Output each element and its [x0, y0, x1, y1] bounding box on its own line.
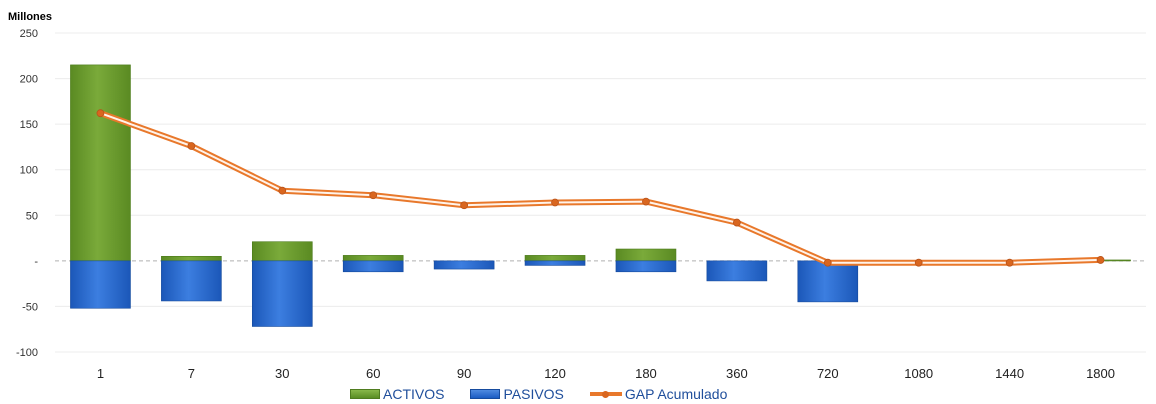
y-tick-label: -50 — [22, 301, 38, 313]
x-tick-label: 1800 — [1086, 366, 1115, 381]
line-layer — [96, 109, 1105, 267]
bar-pasivos — [433, 260, 495, 270]
x-tick-label: 1080 — [904, 366, 933, 381]
legend-item-gap-acumulado: GAP Acumulado — [589, 386, 728, 402]
gap-line-core — [99, 112, 1102, 264]
legend-swatch-gap-acumulado — [589, 389, 622, 399]
y-tick-label: 200 — [20, 74, 38, 86]
y-tick-label: 50 — [26, 210, 38, 222]
y-tick-label: 150 — [20, 119, 38, 131]
x-tick-labels: 1 7 30 60 90 120 180 360 720 1080 1440 1800 — [97, 366, 1115, 381]
gap-point — [96, 109, 105, 118]
gap-point — [187, 142, 196, 150]
gap-point — [642, 197, 650, 206]
legend-swatch-pasivos — [470, 389, 501, 399]
legend-item-activos: ACTIVOS — [350, 386, 444, 402]
bar-pasivos — [342, 260, 404, 273]
gap-point — [278, 186, 287, 195]
gap-point — [460, 201, 469, 210]
legend-item-pasivos: PASIVOS — [470, 386, 564, 402]
y-tick-label: - — [34, 256, 38, 268]
bar-activos — [251, 241, 313, 262]
bar-activos — [342, 255, 404, 262]
x-tick-label: 120 — [544, 366, 566, 381]
x-tick-label: 1440 — [995, 366, 1024, 381]
grid-layer — [55, 32, 1146, 353]
y-tick-labels: 250 200 150 100 50 - -50 -100 — [16, 28, 38, 359]
gap-point — [1096, 256, 1105, 264]
y-tick-label: 100 — [20, 165, 38, 177]
gap-point — [914, 258, 923, 267]
y-tick-label: 250 — [20, 28, 38, 40]
bar-activos — [524, 255, 586, 262]
bar-activos — [70, 64, 131, 262]
x-tick-label: 30 — [275, 366, 289, 381]
gap-point — [1005, 258, 1014, 267]
legend-label-pasivos: PASIVOS — [503, 386, 564, 402]
x-tick-label: 90 — [457, 366, 471, 381]
y-axis-title: Millones — [8, 11, 52, 23]
legend-label-activos: ACTIVOS — [383, 386, 445, 402]
bar-pasivos — [615, 260, 677, 273]
bar-activos — [615, 248, 677, 262]
bar-pasivos — [161, 260, 222, 302]
gap-line-outline — [97, 110, 1104, 266]
x-tick-label: 720 — [817, 366, 839, 381]
x-tick-label: 60 — [366, 366, 380, 381]
legend-swatch-activos — [350, 389, 380, 399]
bar-activos — [161, 255, 222, 262]
bar-pasivos — [251, 260, 313, 327]
bar-layer — [70, 64, 1131, 327]
x-tick-label: 180 — [635, 366, 657, 381]
x-tick-label: 7 — [188, 366, 195, 381]
bar-pasivos — [797, 260, 859, 303]
gap-point — [551, 198, 559, 207]
chart-legend: ACTIVOS PASIVOS GAP Acumulado — [350, 384, 727, 404]
x-tick-label: 360 — [726, 366, 748, 381]
y-tick-label: -100 — [16, 347, 38, 359]
gap-point — [369, 191, 378, 200]
bar-pasivos — [706, 260, 768, 282]
x-tick-label: 1 — [97, 366, 104, 381]
legend-label-gap-acumulado: GAP Acumulado — [624, 386, 728, 402]
gap-point — [732, 218, 741, 227]
bar-pasivos — [524, 260, 586, 266]
bar-pasivos — [70, 260, 131, 309]
gap-point — [823, 258, 832, 267]
